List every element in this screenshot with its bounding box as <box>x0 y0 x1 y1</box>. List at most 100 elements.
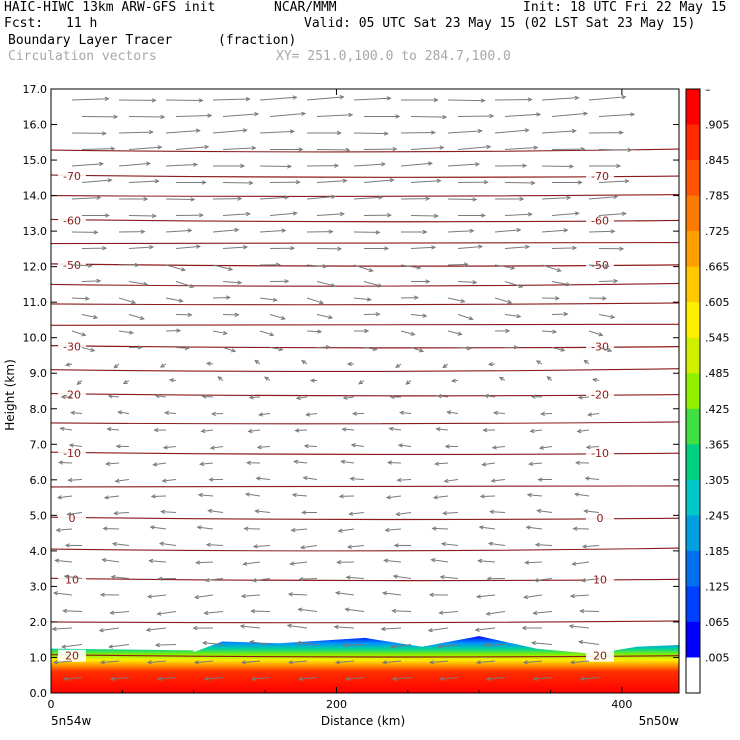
circulation-vector <box>259 330 275 337</box>
circulation-vector <box>150 494 167 499</box>
circulation-vector <box>541 164 575 169</box>
circulation-vector <box>64 543 83 548</box>
circulation-vector <box>551 245 578 251</box>
colorbar-swatch <box>686 337 700 374</box>
circulation-vector <box>306 130 342 136</box>
circulation-vector <box>350 443 365 448</box>
circulation-vector <box>269 314 286 320</box>
colorbar-label: .545 <box>705 332 730 345</box>
contour-label: 20 <box>593 650 607 663</box>
circulation-vector <box>478 525 496 530</box>
circulation-vector <box>440 541 459 547</box>
colorbar-label: .185 <box>705 545 730 558</box>
circulation-vector <box>447 162 481 167</box>
circulation-vector <box>504 112 542 117</box>
circulation-vector <box>581 544 600 549</box>
circulation-vector <box>316 112 354 118</box>
circulation-vector <box>298 576 318 582</box>
circulation-vector <box>289 561 308 566</box>
x-tick-label: 0 <box>48 698 55 711</box>
circulation-vector <box>410 145 445 150</box>
circulation-vector <box>363 281 383 288</box>
circulation-vector <box>474 627 496 632</box>
circulation-vector <box>363 114 401 119</box>
circulation-vector <box>81 146 116 151</box>
circulation-vector <box>410 114 448 120</box>
circulation-vector <box>591 377 600 383</box>
circulation-vector <box>353 96 392 101</box>
circulation-vector <box>447 297 466 304</box>
circulation-vector <box>427 627 449 633</box>
fcst-value: 11 h <box>66 16 98 31</box>
circulation-vector <box>210 411 224 416</box>
circulation-vector <box>175 212 204 218</box>
contour-label: -30 <box>63 341 81 354</box>
circulation-vector <box>162 445 177 450</box>
circulation-vector <box>522 594 543 600</box>
circulation-vector <box>81 347 96 352</box>
circulation-vector <box>530 640 553 646</box>
circulation-vector <box>212 163 246 169</box>
circulation-vector <box>259 164 293 169</box>
circulation-vector <box>572 526 590 531</box>
circulation-vector <box>128 114 166 120</box>
circulation-vector <box>306 163 340 168</box>
circulation-vector <box>152 462 167 467</box>
circulation-vector <box>98 627 120 633</box>
circulation-vector <box>199 461 214 467</box>
contour-label: 20 <box>65 650 79 663</box>
circulation-vector <box>494 196 525 202</box>
circulation-vector <box>432 495 449 500</box>
circulation-vector <box>258 412 271 417</box>
circulation-vector <box>353 230 381 235</box>
y-tick-label: 5.0 <box>30 509 48 522</box>
colorbar-swatch <box>686 266 700 303</box>
circulation-vector <box>71 195 102 200</box>
circulation-vector <box>269 179 301 185</box>
circulation-vector <box>529 428 543 434</box>
colorbar-swatch <box>686 657 700 694</box>
y-tick-label: 12.0 <box>23 261 48 274</box>
circulation-vector <box>576 428 590 434</box>
circulation-vector <box>242 561 261 566</box>
circulation-vector <box>128 345 143 350</box>
circulation-vector <box>290 527 308 533</box>
colorbar-label: .725 <box>705 225 730 238</box>
circulation-vector <box>154 393 167 399</box>
circulation-vector <box>209 445 224 450</box>
circulation-vector <box>71 263 93 268</box>
circulation-vector <box>568 624 590 629</box>
circulation-vector <box>485 611 506 616</box>
circulation-vector <box>145 627 167 632</box>
circulation-vector <box>475 594 496 599</box>
circulation-vector <box>532 676 553 681</box>
circulation-vector <box>353 264 374 273</box>
circulation-vector <box>541 264 562 272</box>
circulation-vector <box>541 296 560 301</box>
circulation-vector <box>577 395 590 400</box>
y-tick-label: 2.0 <box>30 616 48 629</box>
circulation-vector <box>118 196 149 202</box>
circulation-vector <box>494 297 513 304</box>
contour-label: -70 <box>63 170 81 183</box>
y-tick-label: 7.0 <box>30 438 48 451</box>
circulation-vector <box>316 246 343 252</box>
circulation-vector <box>363 178 395 183</box>
circulation-vector <box>446 410 459 415</box>
circulation-vector <box>434 461 449 466</box>
circulation-vector <box>64 362 73 367</box>
circulation-vector <box>101 557 120 563</box>
circulation-vector <box>259 195 290 200</box>
circulation-vector <box>149 525 167 530</box>
circulation-vector <box>504 345 519 350</box>
circulation-vector <box>128 245 155 250</box>
circulation-vector <box>385 495 402 500</box>
y-tick-label: 0.0 <box>30 687 48 700</box>
circulation-vector <box>175 144 210 150</box>
circulation-vector <box>551 146 586 152</box>
circulation-vector <box>539 411 553 417</box>
circulation-vector <box>316 211 345 217</box>
circulation-vector <box>598 179 630 184</box>
circulation-vector <box>113 511 130 516</box>
circulation-vector <box>255 476 271 481</box>
